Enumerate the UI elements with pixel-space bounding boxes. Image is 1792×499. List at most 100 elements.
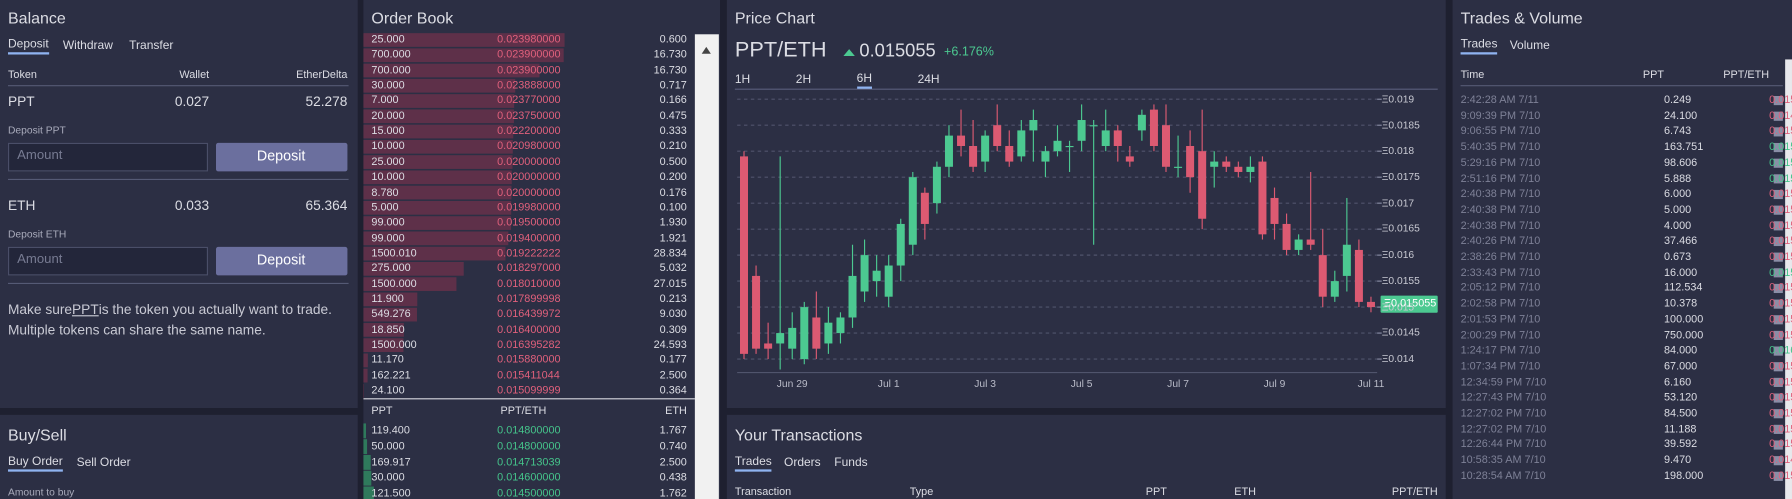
tab[interactable]: Trades (1460, 37, 1498, 55)
depth-bar (363, 216, 512, 230)
tab[interactable]: Sell Order (76, 455, 131, 470)
order-total: 0.475 (659, 109, 687, 123)
depth-bar (363, 439, 368, 455)
candle-body (944, 135, 953, 167)
trade-amount: 11.188 (1663, 422, 1697, 436)
depth-bar (363, 94, 515, 108)
timeframe-button[interactable]: 24H (917, 72, 940, 87)
tab[interactable]: Trades (734, 455, 772, 472)
trade-price: 0.015117442 (1769, 297, 1792, 311)
note-text: Multiple tokens can share the same name. (7, 322, 266, 339)
candle-body (1318, 255, 1327, 297)
order-total: 0.364 (659, 384, 687, 397)
trade-amount: 84.000 (1663, 344, 1698, 358)
amount-input[interactable] (7, 142, 208, 172)
candle-body (739, 156, 748, 354)
candle-body (1113, 130, 1122, 146)
button-label[interactable]: Deposit (256, 147, 306, 164)
order-total: 1.767 (659, 424, 687, 437)
tab[interactable]: Buy Order (7, 455, 63, 472)
price-chart-panel (726, 0, 1446, 408)
tab[interactable]: Withdraw (62, 38, 113, 53)
trade-time: 9:06:55 PM 7/10 (1460, 125, 1541, 138)
candle-body (776, 333, 785, 344)
order-price: 0.016439972 (497, 308, 561, 321)
order-price: 0.023980000 (497, 33, 561, 47)
order-total: 0.200 (659, 170, 687, 184)
trade-amount: 100.000 (1663, 313, 1704, 326)
order-amount: 121.500 (371, 487, 411, 499)
order-amount: 1500.000 (371, 277, 417, 291)
candle-body (884, 265, 893, 297)
candle-body (848, 275, 857, 318)
tab[interactable]: Funds (834, 455, 868, 470)
tab[interactable]: Orders (783, 455, 821, 470)
trade-amount: 5.000 (1663, 203, 1692, 217)
order-amount: 99.000 (371, 216, 405, 230)
candle-body (1029, 120, 1038, 131)
timeframe-button[interactable]: 2H (795, 72, 812, 87)
tab[interactable]: Volume (1509, 38, 1550, 53)
depth-bar (363, 185, 512, 200)
order-total: 0.438 (659, 471, 687, 485)
column-header: PPT (371, 404, 393, 418)
y-tick-label: Ξ0.0185 (1381, 119, 1420, 131)
amount-input[interactable] (7, 246, 208, 276)
y-tick-label: Ξ0.019 (1381, 93, 1415, 105)
trade-price: 0.015240100 (1769, 407, 1792, 420)
candle-body (932, 166, 941, 204)
candle-body (908, 177, 917, 245)
candle-body (1294, 239, 1303, 250)
candle-body (969, 145, 978, 167)
candle-body (1234, 166, 1243, 172)
column-header: PPT/ETH (500, 404, 547, 418)
candle-body (1041, 151, 1050, 162)
y-tick-label: Ξ0.017 (1381, 196, 1415, 209)
order-amount: 275.000 (371, 262, 411, 275)
field-label: Amount to buy (7, 486, 75, 498)
trade-price: 0.015800000 (1769, 469, 1792, 483)
order-total: 0.166 (659, 94, 687, 108)
timeframe-button[interactable]: 6H (856, 72, 873, 89)
deposit-button[interactable] (215, 142, 348, 172)
order-total: 16.730 (653, 48, 687, 62)
candle-body (1306, 239, 1315, 245)
trade-time: 2:33:43 PM 7/10 (1460, 266, 1541, 279)
trade-price: 0.015330000 (1769, 219, 1792, 232)
tab[interactable]: Deposit (7, 37, 49, 55)
panel-title: Order Book (371, 8, 454, 27)
timeframe-button[interactable]: 1H (734, 72, 751, 87)
price-tag-label: Ξ0.015055 (1383, 297, 1437, 311)
candle-body (1017, 130, 1026, 157)
token-link[interactable]: PPT (72, 301, 99, 318)
trades-panel (1452, 0, 1792, 499)
candle-body (1354, 249, 1363, 302)
order-amount: 30.000 (371, 471, 405, 485)
candle-body (1053, 140, 1062, 152)
order-amount: 30.000 (371, 79, 405, 92)
order-total: 1.930 (659, 216, 687, 230)
button-label[interactable]: Deposit (256, 251, 306, 268)
depth-bar (363, 353, 368, 368)
trade-time: 12:27:02 PM 7/10 (1460, 407, 1547, 420)
order-price: 0.020000000 (497, 170, 561, 184)
depth-bar (363, 139, 513, 154)
order-price: 0.014800000 (497, 440, 561, 453)
trade-time: 2:40:38 PM 7/10 (1460, 187, 1541, 201)
depth-bar (363, 78, 516, 93)
order-amount: 50.000 (371, 440, 405, 453)
panel-title: Price Chart (734, 8, 815, 27)
panel-title: Your Transactions (734, 425, 863, 445)
input-placeholder: Amount (17, 148, 63, 163)
order-amount: 8.780 (371, 186, 399, 199)
x-tick-label: Jul 3 (974, 377, 997, 390)
candle-body (872, 270, 881, 282)
candle-body (1222, 161, 1231, 167)
candle-body (993, 125, 1002, 146)
column-header: PPT/ETH (1723, 68, 1770, 82)
deposit-button[interactable] (215, 246, 348, 276)
trade-time: 10:58:35 AM 7/10 (1460, 454, 1546, 467)
trade-amount: 16.000 (1663, 266, 1698, 279)
tab[interactable]: Transfer (129, 38, 174, 53)
trade-price: 0.014814430 (1769, 454, 1792, 467)
